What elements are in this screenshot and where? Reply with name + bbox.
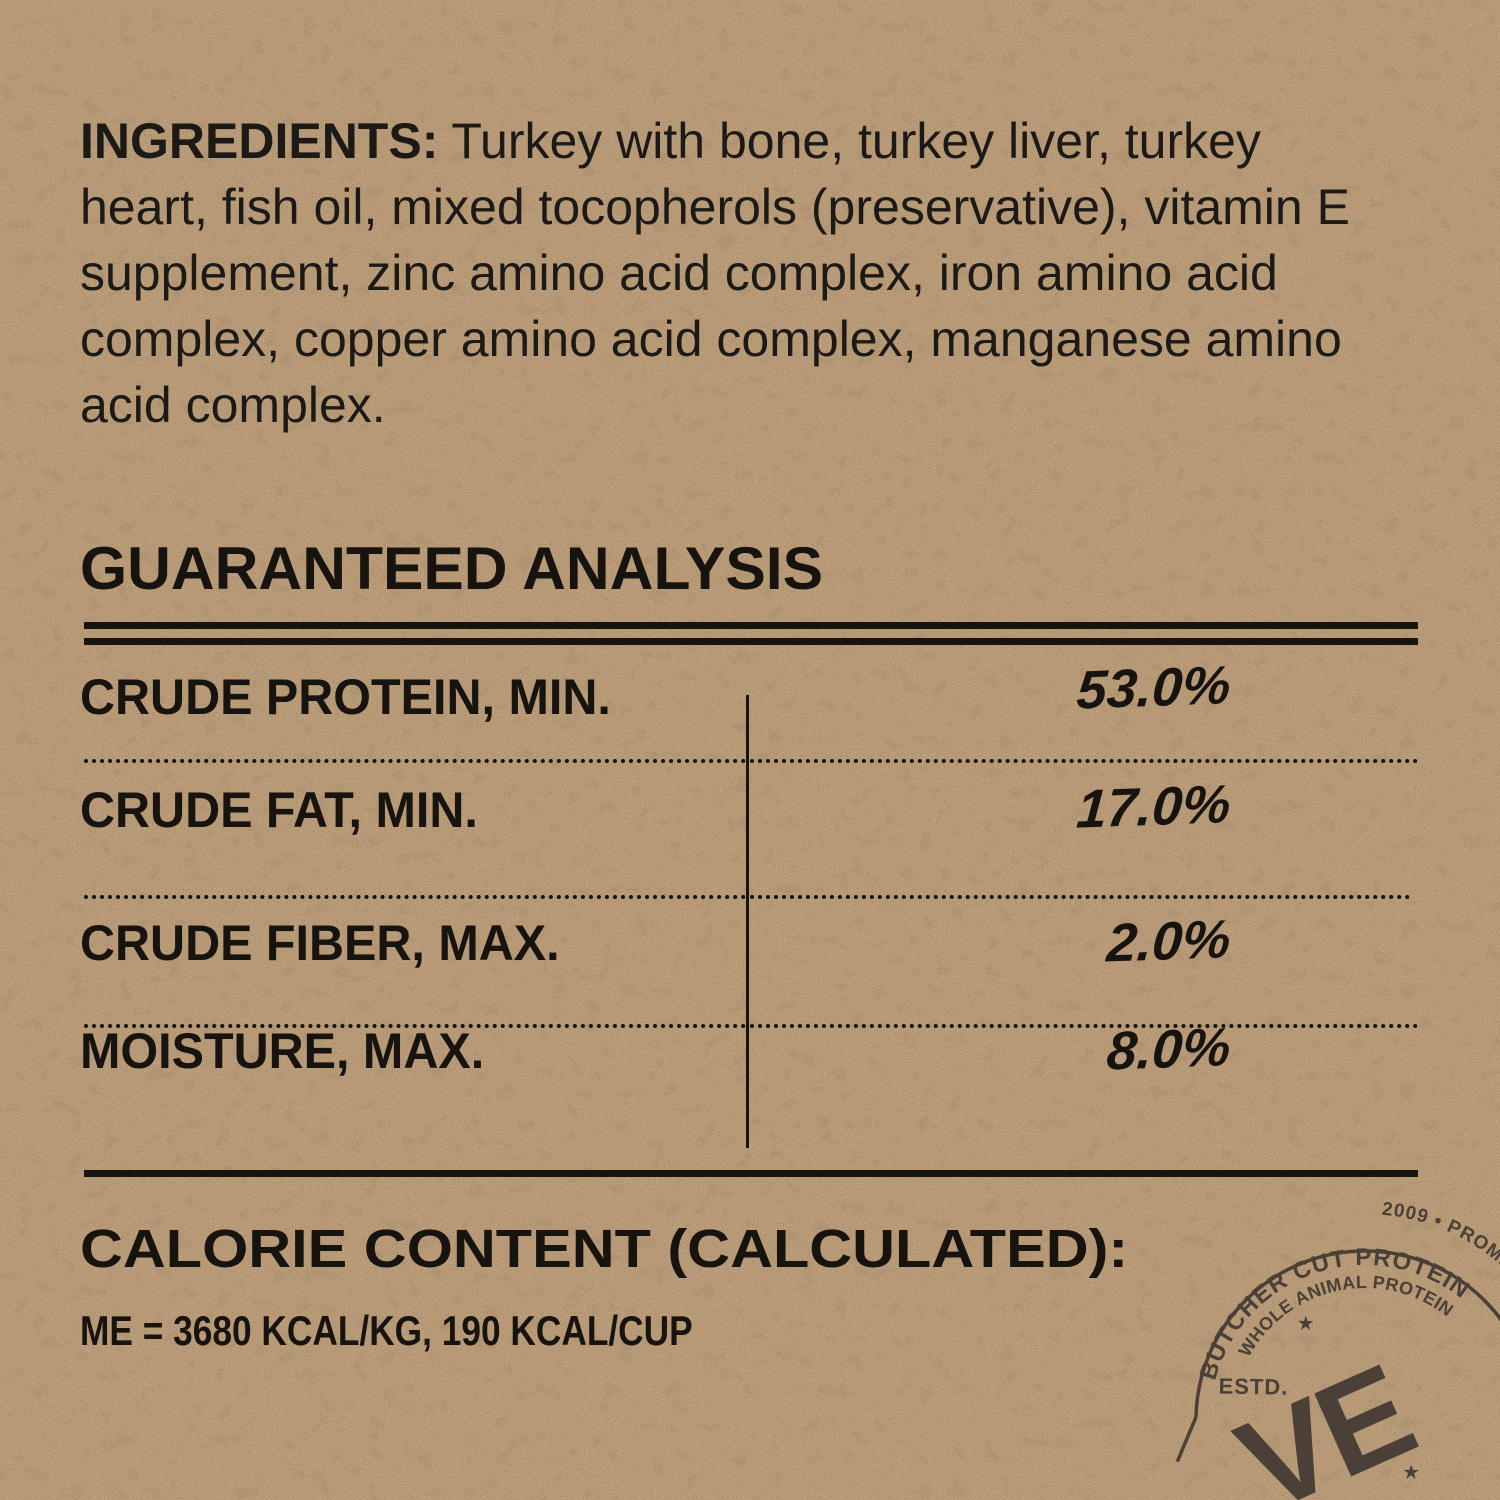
svg-text:VE: VE xyxy=(1218,1337,1431,1500)
svg-text:★: ★ xyxy=(1296,1313,1314,1335)
